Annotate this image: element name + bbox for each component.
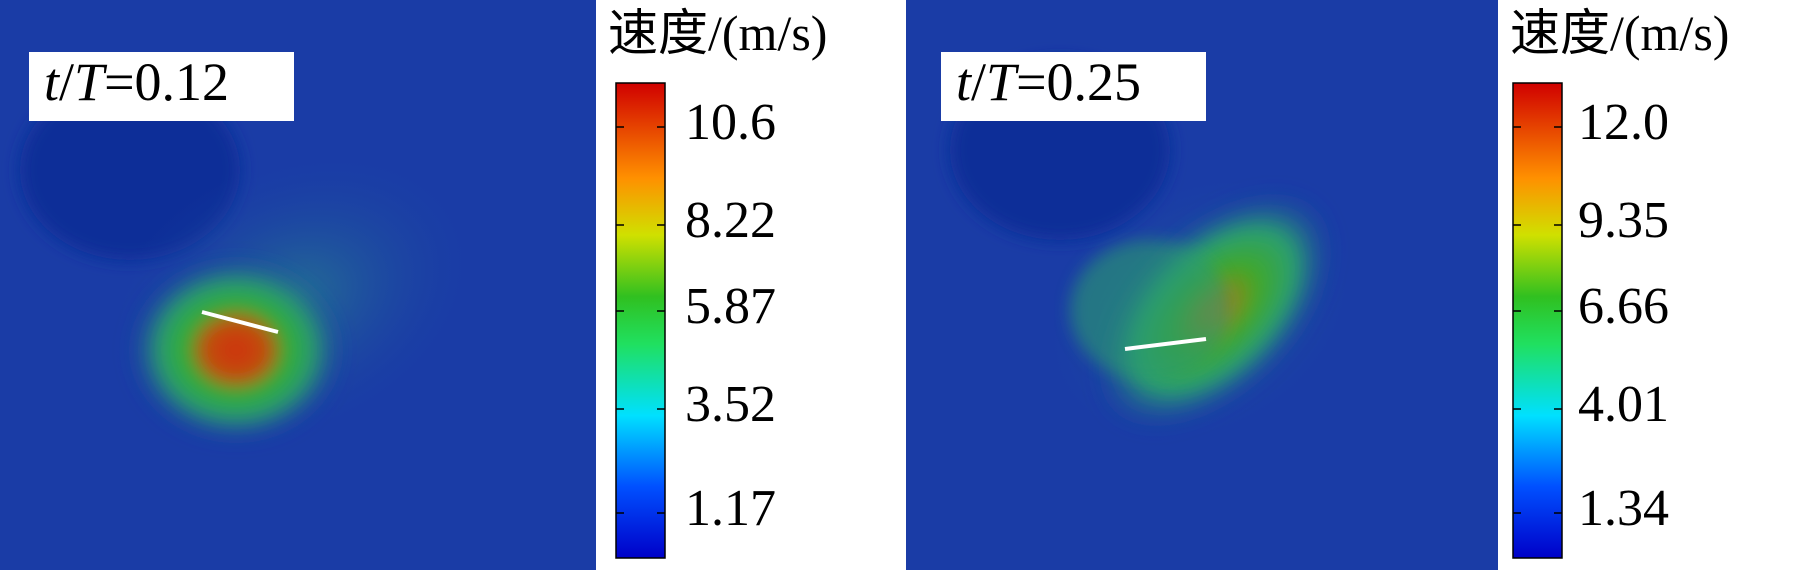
- colorbar-tick-label: 12.0: [1578, 94, 1669, 151]
- label-box: [29, 52, 294, 121]
- colorbar-tick-label: 4.01: [1578, 376, 1669, 433]
- colorbar-tick-label: 9.35: [1578, 192, 1669, 249]
- high-velocity-region: [126, 255, 346, 445]
- colorbar-tick-label: 6.66: [1578, 278, 1669, 335]
- mid-region: [1070, 240, 1230, 380]
- time-label-part: =0.12: [104, 52, 229, 112]
- colorbar-tick-label: 8.22: [685, 192, 776, 249]
- colorbar-title: 速度/(m/s): [608, 5, 827, 61]
- colorbar-tick-label: 1.17: [685, 480, 776, 537]
- time-label-part: T: [74, 52, 108, 112]
- colorbar-tick-label: 3.52: [685, 376, 776, 433]
- time-label-part: T: [986, 52, 1020, 112]
- time-label-part: /: [59, 52, 74, 112]
- plate: [1124, 337, 1207, 351]
- plate: [201, 310, 279, 334]
- label-box: [941, 52, 1206, 121]
- colorbar: [1512, 82, 1563, 559]
- time-label-part: =0.25: [1016, 52, 1141, 112]
- colorbar-tick-label: 1.34: [1578, 480, 1669, 537]
- colorbar-tick-label: 10.6: [685, 94, 776, 151]
- time-label-part: /: [971, 52, 986, 112]
- time-label: t/T=0.25: [956, 52, 1141, 112]
- colorbar-title: 速度/(m/s): [1510, 5, 1729, 61]
- time-label-part: t: [956, 52, 973, 112]
- colorbar: [615, 82, 666, 559]
- colorbar-tick-label: 5.87: [685, 278, 776, 335]
- time-label-part: t: [44, 52, 61, 112]
- time-label: t/T=0.12: [44, 52, 229, 112]
